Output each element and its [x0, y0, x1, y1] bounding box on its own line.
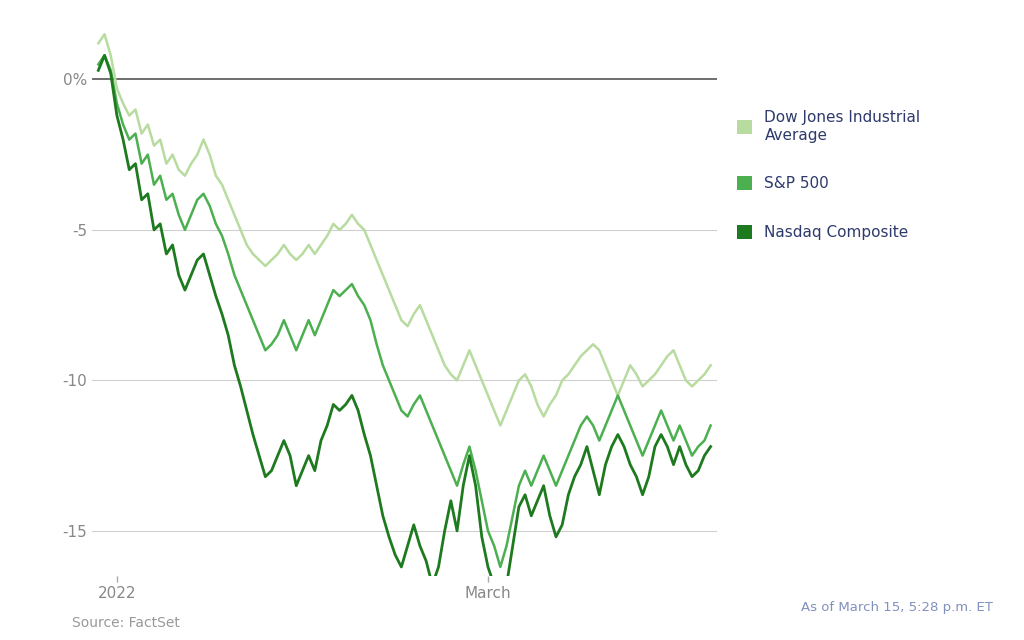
Text: Source: FactSet: Source: FactSet: [72, 616, 179, 630]
Text: As of March 15, 5:28 p.m. ET: As of March 15, 5:28 p.m. ET: [802, 602, 993, 614]
Legend: Dow Jones Industrial
Average, S&P 500, Nasdaq Composite: Dow Jones Industrial Average, S&P 500, N…: [737, 110, 921, 240]
